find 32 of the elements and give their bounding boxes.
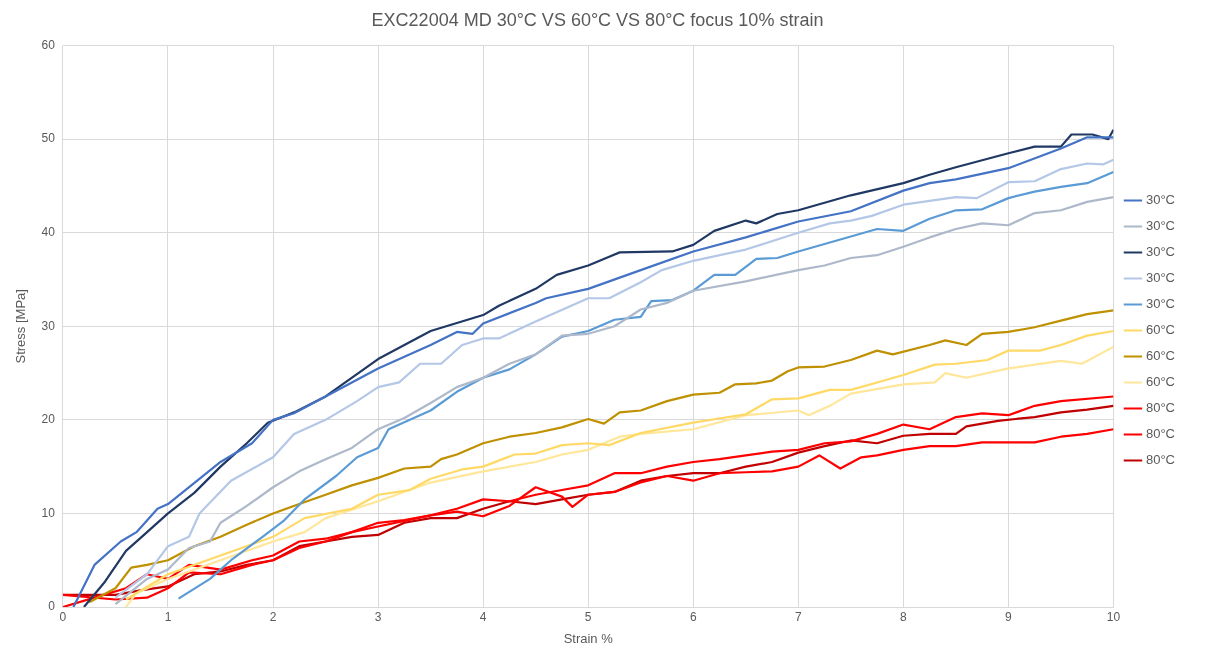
y-tick-label: 20 — [41, 412, 56, 427]
legend-label: 80°C — [1145, 426, 1175, 442]
x-tick-label: 5 — [584, 609, 592, 624]
x-tick-label: 6 — [689, 609, 697, 624]
y-tick-label: 30 — [41, 318, 56, 333]
legend-label: 80°C — [1145, 400, 1175, 416]
x-tick-label: 3 — [374, 609, 382, 624]
y-tick-label: 40 — [41, 225, 56, 240]
legend-label: 30°C — [1145, 218, 1175, 234]
y-tick-label: 10 — [41, 505, 56, 520]
legend-label: 80°C — [1145, 452, 1175, 468]
x-tick-label: 4 — [479, 609, 487, 624]
x-tick-label: 7 — [794, 609, 802, 624]
x-tick-label: 10 — [1106, 609, 1121, 624]
x-tick-label: 8 — [900, 609, 908, 624]
y-tick-label: 60 — [41, 37, 56, 52]
x-tick-label: 9 — [1005, 609, 1013, 624]
legend-label: 30°C — [1145, 270, 1175, 286]
legend-label: 30°C — [1145, 244, 1175, 260]
x-tick-label: 0 — [59, 609, 67, 624]
y-axis-title: Stress [MPa] — [13, 289, 29, 364]
x-tick-label: 2 — [269, 609, 277, 624]
x-tick-label: 1 — [164, 609, 172, 624]
legend-label: 60°C — [1145, 348, 1175, 364]
chart-title: EXC22004 MD 30°C VS 60°C VS 80°C focus 10% strain — [371, 9, 824, 30]
y-tick-label: 0 — [48, 599, 56, 614]
legend-label: 60°C — [1145, 374, 1175, 390]
x-axis-title: Strain % — [563, 630, 614, 646]
y-tick-label: 50 — [41, 131, 56, 146]
legend-label: 30°C — [1145, 192, 1175, 208]
legend-label: 60°C — [1145, 322, 1175, 338]
legend-label: 30°C — [1145, 296, 1175, 312]
